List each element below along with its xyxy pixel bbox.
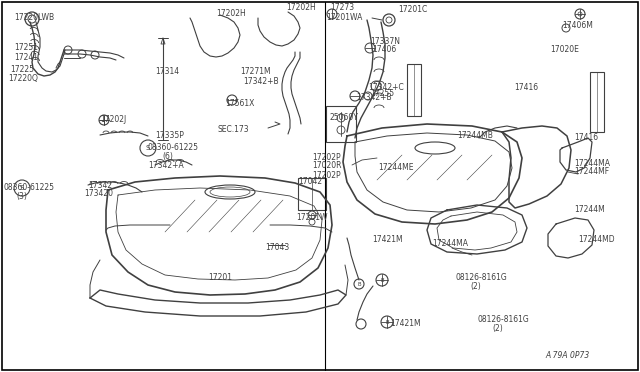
Text: 17043: 17043: [265, 243, 289, 251]
Text: 17271M: 17271M: [240, 67, 271, 77]
Text: (6): (6): [162, 153, 173, 161]
Text: 173420: 173420: [84, 189, 113, 199]
Text: 17314: 17314: [155, 67, 179, 77]
Text: 17220Q: 17220Q: [8, 74, 38, 83]
Text: 17201WA: 17201WA: [326, 13, 362, 22]
Text: 17251: 17251: [14, 44, 38, 52]
Text: 17335P: 17335P: [155, 131, 184, 140]
Text: 25060Y: 25060Y: [330, 113, 359, 122]
Text: (2): (2): [470, 282, 481, 292]
Text: 08126-8161G: 08126-8161G: [456, 273, 508, 282]
Text: 08360-61225: 08360-61225: [148, 144, 199, 153]
Text: 17201C: 17201C: [398, 6, 428, 15]
Bar: [298, 178, 326, 210]
Text: 17020R: 17020R: [312, 161, 342, 170]
Text: (3): (3): [16, 192, 27, 202]
Text: 17342: 17342: [88, 180, 112, 189]
Text: 17342+B: 17342+B: [356, 93, 392, 102]
Text: 17561X: 17561X: [225, 99, 254, 108]
Text: 17244M: 17244M: [574, 205, 605, 215]
Text: 08126-8161G: 08126-8161G: [478, 315, 530, 324]
Text: 17244ME: 17244ME: [378, 164, 413, 173]
Text: 17421M: 17421M: [372, 235, 403, 244]
Text: S: S: [20, 185, 24, 191]
Bar: [407, 64, 421, 116]
Text: 17241: 17241: [14, 52, 38, 61]
Text: SEC.173: SEC.173: [218, 125, 250, 135]
Text: 17201W: 17201W: [296, 214, 328, 222]
Text: 17406M: 17406M: [562, 22, 593, 31]
Text: 17255: 17255: [370, 89, 394, 97]
Text: 17416: 17416: [574, 134, 598, 142]
Text: 17337N: 17337N: [370, 38, 400, 46]
Text: 17225: 17225: [10, 64, 34, 74]
Text: A 79A 0P73: A 79A 0P73: [546, 350, 590, 359]
Text: 17202J: 17202J: [100, 115, 126, 125]
Text: 17416: 17416: [514, 83, 538, 93]
Text: 17202P: 17202P: [312, 153, 340, 161]
Text: 17342+B: 17342+B: [243, 77, 278, 86]
Text: 17202H: 17202H: [286, 3, 316, 13]
Text: 08360-61225: 08360-61225: [4, 183, 55, 192]
Text: 17202P: 17202P: [312, 170, 340, 180]
Bar: [326, 106, 356, 142]
Text: B: B: [380, 278, 384, 282]
Text: 17342+C: 17342+C: [368, 83, 404, 93]
Text: S: S: [146, 145, 150, 151]
Text: 17421M: 17421M: [390, 318, 420, 327]
Text: B: B: [385, 320, 389, 324]
Text: 17020E: 17020E: [550, 45, 579, 55]
Text: 17273: 17273: [330, 3, 354, 13]
Text: 17042: 17042: [298, 177, 322, 186]
Text: 17406: 17406: [372, 45, 396, 55]
Text: B: B: [357, 282, 361, 286]
Text: 17244MF: 17244MF: [574, 167, 609, 176]
Text: 17220LWB: 17220LWB: [14, 13, 54, 22]
Text: 17201: 17201: [208, 273, 232, 282]
Text: 17244MA: 17244MA: [432, 240, 468, 248]
Text: 17244MA: 17244MA: [574, 158, 610, 167]
Text: 17244MD: 17244MD: [578, 235, 614, 244]
Text: 17202H: 17202H: [216, 9, 246, 17]
Text: 17342+A: 17342+A: [148, 160, 184, 170]
Text: (2): (2): [492, 324, 503, 334]
Bar: [590, 72, 604, 132]
Text: 17244MB: 17244MB: [457, 131, 493, 140]
